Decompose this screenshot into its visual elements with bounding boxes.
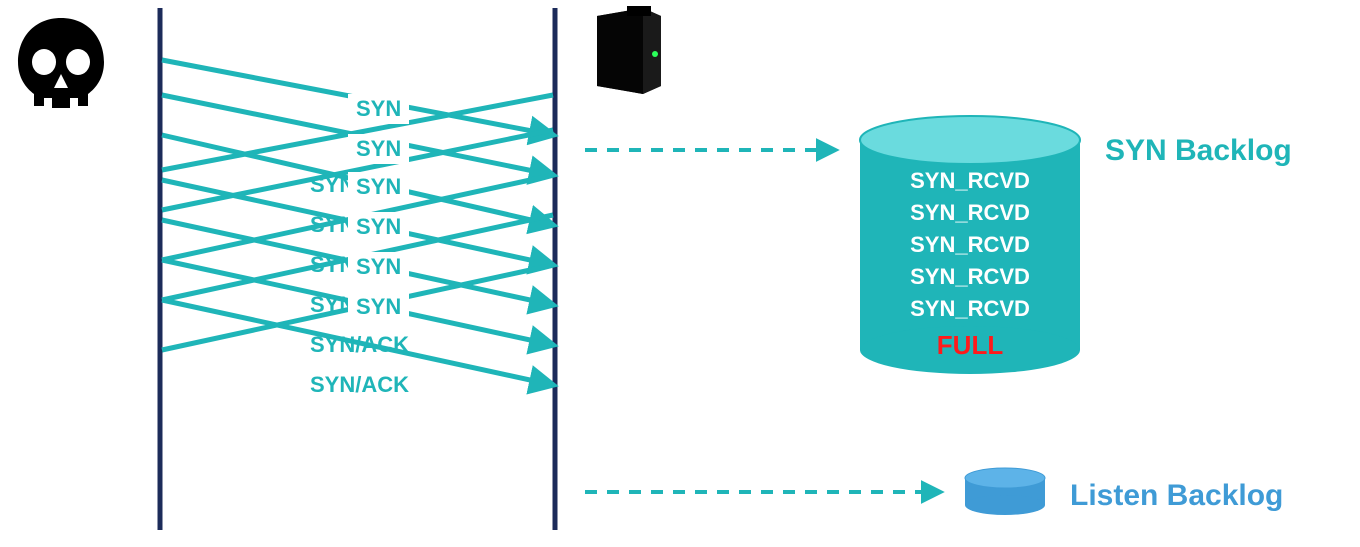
- server-icon: [597, 6, 661, 94]
- skull-icon: [18, 18, 104, 108]
- diagram-canvas: SYN_RCVD SYN_RCVD SYN_RCVD SYN_RCVD SYN_RCVD…: [0, 0, 1360, 547]
- syn-backlog-cylinder: SYN_RCVD SYN_RCVD SYN_RCVD SYN_RCVD SYN_RCVD…: [860, 116, 1080, 374]
- syn-rcvd-label: SYN_RCVD: [910, 232, 1030, 257]
- listen-backlog-cylinder: [965, 468, 1045, 515]
- syn-rcvd-label: SYN_RCVD: [910, 296, 1030, 321]
- message-label: SYN: [348, 212, 409, 242]
- listen-backlog-title: Listen Backlog: [1070, 479, 1283, 512]
- syn-rcvd-label: SYN_RCVD: [910, 200, 1030, 225]
- message-label: SYN: [348, 252, 409, 282]
- syn-rcvd-label: SYN_RCVD: [910, 264, 1030, 289]
- syn-rcvd-label: SYN_RCVD: [910, 168, 1030, 193]
- message-label: SYN/ACK: [310, 332, 409, 358]
- full-label: FULL: [937, 330, 1004, 360]
- message-label: SYN: [348, 292, 409, 322]
- message-label: SYN/ACK: [310, 372, 409, 398]
- message-label: SYN: [348, 134, 409, 164]
- message-label: SYN: [348, 94, 409, 124]
- message-label: SYN: [348, 172, 409, 202]
- syn-backlog-title: SYN Backlog: [1105, 134, 1292, 167]
